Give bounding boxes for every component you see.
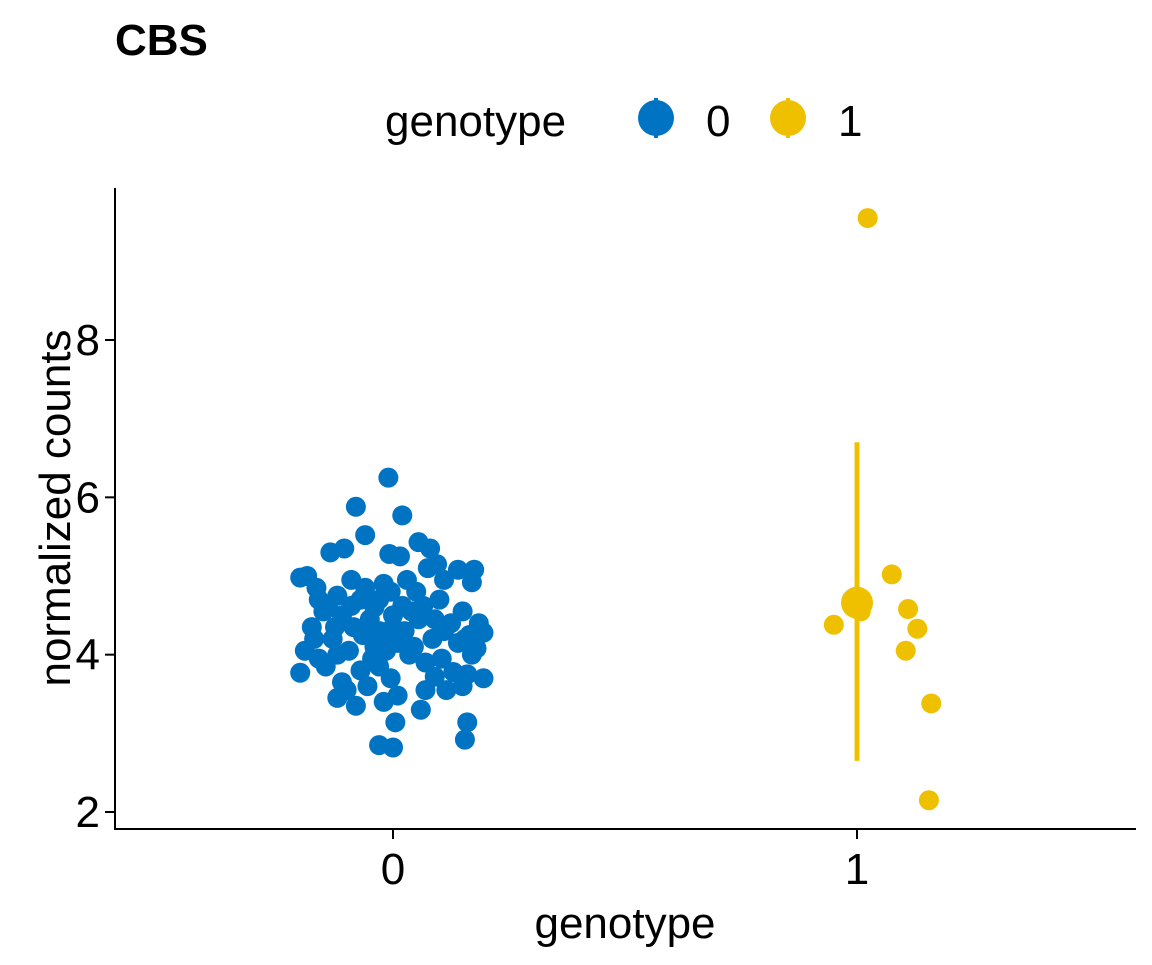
x-tick-label: 0 — [381, 845, 405, 894]
data-point-genotype-1 — [895, 640, 916, 661]
data-point-genotype-0 — [415, 652, 436, 673]
data-point-genotype-0 — [380, 668, 401, 689]
data-point-genotype-0 — [325, 617, 345, 638]
data-point-genotype-0 — [396, 569, 417, 590]
data-point-genotype-0 — [345, 695, 366, 716]
data-point-genotype-0 — [304, 628, 325, 649]
data-point-genotype-0 — [369, 589, 390, 610]
legend-title: genotype — [385, 97, 566, 146]
data-point-genotype-0 — [383, 737, 403, 758]
y-tick-label: 4 — [76, 631, 100, 680]
data-point-genotype-0 — [392, 505, 413, 526]
data-point-genotype-0 — [376, 628, 397, 649]
data-point-genotype-0 — [290, 662, 311, 683]
data-point-genotype-0 — [466, 638, 487, 659]
data-point-genotype-0 — [385, 712, 406, 733]
data-point-genotype-0 — [424, 666, 445, 687]
x-axis-label: genotype — [534, 899, 715, 948]
y-tick-label: 6 — [76, 473, 100, 522]
data-point-genotype-0 — [338, 640, 359, 661]
data-point-genotype-0 — [417, 558, 438, 579]
y-axis-label: normalized counts — [31, 329, 80, 686]
data-point-genotype-0 — [373, 691, 394, 712]
data-point-genotype-0 — [378, 467, 399, 488]
data-point-genotype-0 — [473, 668, 494, 689]
data-point-genotype-0 — [434, 621, 455, 642]
data-point-genotype-0 — [447, 632, 468, 653]
data-point-genotype-0 — [334, 538, 355, 559]
data-point-genotype-0 — [315, 656, 336, 677]
chart-title: CBS — [115, 16, 208, 65]
data-point-genotype-0 — [355, 577, 376, 598]
data-point-genotype-1 — [898, 599, 919, 620]
data-point-genotype-1 — [857, 208, 878, 229]
x-tick-label: 1 — [845, 845, 869, 894]
data-point-genotype-0 — [389, 546, 410, 567]
legend-key-dot — [770, 100, 806, 136]
data-point-genotype-1 — [918, 790, 939, 811]
data-point-genotype-0 — [434, 569, 455, 590]
data-point-genotype-0 — [447, 559, 468, 580]
data-point-genotype-0 — [350, 660, 371, 681]
data-points — [290, 208, 942, 811]
data-point-genotype-1 — [823, 614, 844, 635]
legend-label: 1 — [838, 97, 862, 146]
legend-label: 0 — [706, 97, 730, 146]
data-point-genotype-0 — [413, 595, 434, 616]
data-point-genotype-0 — [410, 699, 431, 720]
data-point-genotype-0 — [357, 676, 378, 697]
mean-point-genotype-1 — [841, 586, 873, 619]
data-point-genotype-0 — [341, 595, 362, 616]
data-point-genotype-0 — [457, 712, 478, 733]
data-point-genotype-0 — [308, 589, 329, 610]
data-point-genotype-1 — [881, 564, 902, 585]
legend-key-dot — [638, 100, 674, 136]
y-tick-label: 8 — [76, 316, 100, 365]
data-point-genotype-0 — [355, 525, 376, 546]
y-ticks: 2 4 6 8 — [76, 316, 115, 837]
summary-points — [841, 586, 873, 619]
data-point-genotype-0 — [429, 589, 450, 610]
data-point-genotype-0 — [436, 680, 457, 701]
data-point-genotype-0 — [383, 605, 403, 626]
data-point-genotype-0 — [336, 680, 357, 701]
data-point-genotype-0 — [420, 538, 441, 559]
data-point-genotype-0 — [399, 644, 420, 665]
data-point-genotype-1 — [907, 618, 928, 639]
data-point-genotype-0 — [345, 496, 366, 517]
data-point-genotype-0 — [461, 572, 482, 593]
data-point-genotype-0 — [431, 648, 452, 669]
y-tick-label: 2 — [76, 788, 100, 837]
data-point-genotype-0 — [443, 661, 464, 682]
data-point-genotype-0 — [454, 729, 475, 750]
data-point-genotype-0 — [327, 585, 348, 606]
data-point-genotype-1 — [921, 693, 942, 714]
